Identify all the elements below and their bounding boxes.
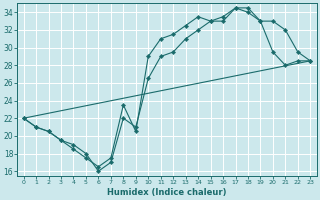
X-axis label: Humidex (Indice chaleur): Humidex (Indice chaleur)	[107, 188, 227, 197]
